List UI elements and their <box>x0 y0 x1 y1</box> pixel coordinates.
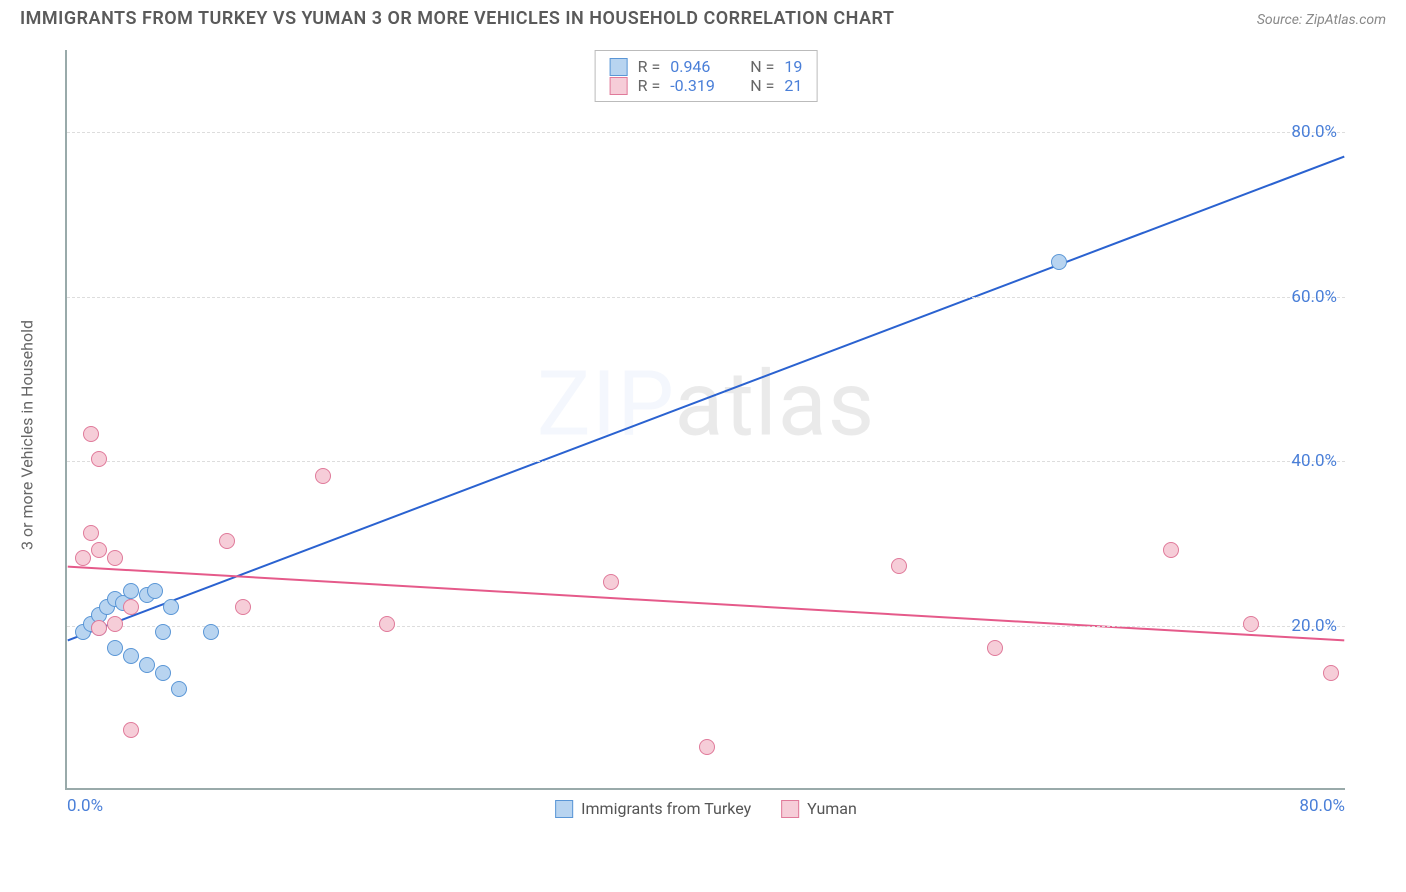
scatter-point <box>699 739 715 755</box>
gridline <box>67 461 1345 462</box>
scatter-point <box>603 574 619 590</box>
scatter-point <box>107 550 123 566</box>
gridline <box>67 297 1345 298</box>
legend-swatch <box>610 77 628 95</box>
scatter-point <box>147 583 163 599</box>
scatter-point <box>123 648 139 664</box>
plot-area: ZIPatlas R =0.946N =19R =-0.319N =21 Imm… <box>65 50 1345 790</box>
r-value: 0.946 <box>670 57 730 76</box>
n-label: N = <box>750 76 774 95</box>
scatter-point <box>155 665 171 681</box>
legend-stat-row: R = 0.946 N = 19 <box>610 57 803 76</box>
scatter-point <box>203 624 219 640</box>
legend-swatch <box>781 800 799 818</box>
legend-label: Yuman <box>807 799 857 818</box>
y-axis-label: 3 or more Vehicles in Household <box>18 320 37 550</box>
scatter-point <box>123 599 139 615</box>
y-tick-label: 40.0% <box>1291 451 1337 471</box>
y-tick-label: 60.0% <box>1291 287 1337 307</box>
scatter-point <box>91 620 107 636</box>
y-tick-label: 20.0% <box>1291 616 1337 636</box>
r-label: R = <box>638 76 661 95</box>
scatter-point <box>163 599 179 615</box>
gridline <box>67 132 1345 133</box>
scatter-point <box>891 558 907 574</box>
regression-lines <box>67 50 1345 788</box>
scatter-point <box>1163 542 1179 558</box>
watermark: ZIPatlas <box>537 352 875 457</box>
scatter-point <box>315 468 331 484</box>
legend-stats: R = 0.946 N = 19 R = -0.319 N = 21 <box>595 50 818 102</box>
scatter-point <box>1243 616 1259 632</box>
scatter-point <box>123 583 139 599</box>
legend-item: Yuman <box>781 799 857 818</box>
scatter-point <box>139 657 155 673</box>
scatter-point <box>1323 665 1339 681</box>
chart-container: 3 or more Vehicles in Household ZIPatlas… <box>45 50 1385 820</box>
scatter-point <box>1051 254 1067 270</box>
legend-item: Immigrants from Turkey <box>555 799 751 818</box>
legend-swatch <box>610 58 628 76</box>
legend-series: Immigrants from Turkey Yuman <box>555 799 857 818</box>
scatter-point <box>83 426 99 442</box>
legend-swatch <box>555 800 573 818</box>
scatter-point <box>91 542 107 558</box>
legend-stat-row: R = -0.319 N = 21 <box>610 76 803 95</box>
gridline <box>67 626 1345 627</box>
regression-line <box>68 157 1345 641</box>
source-label: Source: ZipAtlas.com <box>1257 12 1386 28</box>
scatter-point <box>83 525 99 541</box>
r-label: R = <box>638 57 661 76</box>
x-tick-min: 0.0% <box>67 796 103 816</box>
n-value: 19 <box>784 57 802 76</box>
scatter-point <box>987 640 1003 656</box>
scatter-point <box>91 451 107 467</box>
x-tick-max: 80.0% <box>1299 796 1345 816</box>
scatter-point <box>107 616 123 632</box>
scatter-point <box>123 722 139 738</box>
scatter-point <box>155 624 171 640</box>
y-tick-label: 80.0% <box>1291 122 1337 142</box>
chart-title: IMMIGRANTS FROM TURKEY VS YUMAN 3 OR MOR… <box>20 8 894 29</box>
scatter-point <box>379 616 395 632</box>
scatter-point <box>75 550 91 566</box>
scatter-point <box>219 533 235 549</box>
scatter-point <box>107 640 123 656</box>
legend-label: Immigrants from Turkey <box>581 799 751 818</box>
scatter-point <box>235 599 251 615</box>
r-value: -0.319 <box>670 76 730 95</box>
scatter-point <box>171 681 187 697</box>
regression-line <box>68 567 1345 641</box>
n-label: N = <box>750 57 774 76</box>
n-value: 21 <box>784 76 802 95</box>
